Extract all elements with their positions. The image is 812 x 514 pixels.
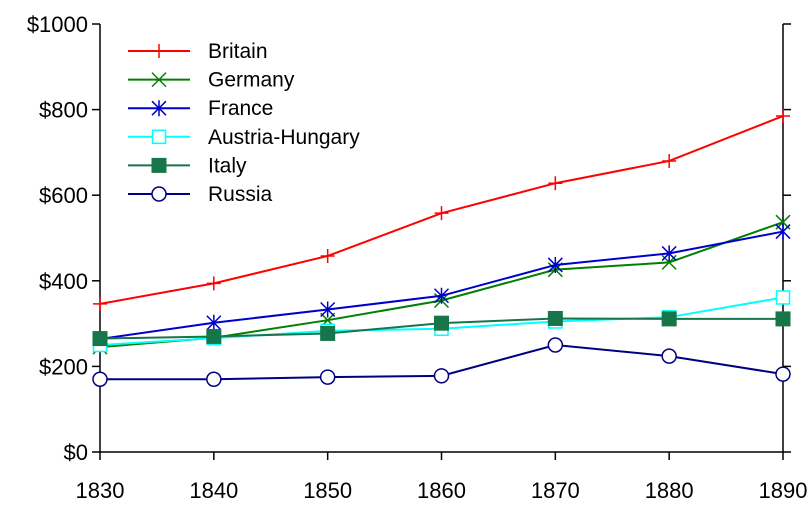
series-group: [92, 109, 791, 387]
y-tick-label: $1000: [27, 12, 88, 37]
x-tick-label: 1840: [189, 478, 238, 503]
data-point-britain: [776, 109, 790, 124]
y-tick-label: $800: [39, 98, 88, 123]
data-point-russia: [319, 369, 336, 385]
legend-marker-italy: [151, 157, 167, 173]
y-tick-label: $600: [39, 183, 88, 208]
legend-entry-austria-hungary: Austria-Hungary: [128, 126, 360, 149]
data-point-italy: [661, 311, 677, 327]
data-point-austria-hungary: [775, 290, 791, 305]
series-italy: [92, 310, 791, 347]
y-tick-label: $200: [39, 354, 88, 379]
data-point-russia: [433, 368, 450, 384]
legend-entry-france: France: [128, 97, 273, 120]
x-tick-label: 1870: [531, 478, 580, 503]
data-point-russia: [661, 348, 677, 364]
data-point-france: [206, 314, 222, 331]
x-tick-label: 1860: [417, 478, 466, 503]
legend-entry-russia: Russia: [128, 183, 273, 206]
data-point-britain: [662, 153, 677, 168]
data-point-russia: [775, 366, 791, 382]
legend-label-britain: Britain: [208, 40, 268, 63]
data-point-britain: [548, 176, 563, 191]
data-point-britain: [434, 206, 449, 221]
x-tick-label: 1890: [759, 478, 808, 503]
legend-marker-britain: [152, 44, 166, 58]
series-russia: [92, 337, 791, 387]
legend-marker-russia: [151, 186, 167, 202]
data-point-russia: [92, 371, 108, 387]
data-point-britain: [320, 248, 335, 263]
axes: [99, 24, 784, 453]
y-tick-label: $0: [64, 440, 88, 465]
data-point-britain: [93, 296, 107, 311]
legend-marker-france: [151, 100, 167, 117]
series-britain: [93, 109, 790, 311]
legend-label-france: France: [208, 97, 273, 120]
data-point-russia: [206, 371, 222, 387]
legend-label-austria-hungary: Austria-Hungary: [208, 126, 360, 149]
legend-entry-britain: Britain: [128, 40, 268, 63]
legend-marker-germany: [151, 72, 167, 88]
legend-label-russia: Russia: [208, 183, 273, 206]
legend-entry-italy: Italy: [128, 154, 247, 177]
data-point-italy: [92, 331, 108, 347]
data-point-italy: [434, 315, 449, 331]
data-point-italy: [547, 310, 563, 326]
data-point-france: [320, 301, 336, 318]
legend-marker-austria-hungary: [151, 129, 167, 145]
data-point-italy: [320, 325, 336, 341]
data-point-france: [547, 256, 563, 273]
data-point-france: [775, 223, 791, 240]
x-tick-label: 1880: [645, 478, 694, 503]
data-point-britain: [206, 276, 221, 291]
data-point-russia: [547, 337, 564, 353]
legend-label-italy: Italy: [208, 154, 247, 177]
y-tick-label: $400: [39, 269, 88, 294]
x-tick-label: 1850: [303, 478, 352, 503]
data-point-italy: [206, 328, 222, 344]
data-point-italy: [775, 311, 791, 327]
data-point-france: [433, 287, 450, 304]
legend-entry-germany: Germany: [128, 69, 295, 92]
x-tick-label: 1830: [76, 478, 125, 503]
ticks: $0 $200 $400 $600 $800 $1000 1830 1840 1850 1860 1…: [27, 12, 808, 503]
data-point-france: [661, 245, 677, 262]
legend-label-germany: Germany: [208, 69, 295, 92]
legend: Britain Germany France Austria-Hungary Italy…: [128, 40, 360, 206]
